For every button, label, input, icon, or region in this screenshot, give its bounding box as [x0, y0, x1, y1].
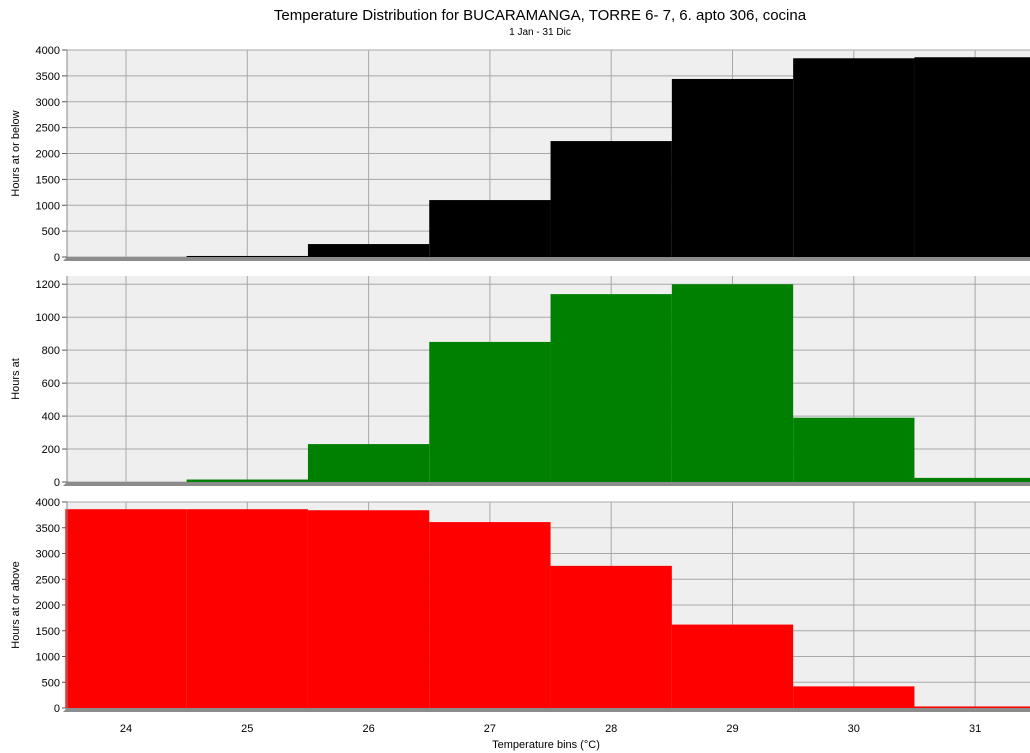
- bar-cumulative-below-27: [429, 200, 551, 257]
- y-tick-label: 2000: [36, 149, 60, 161]
- bar-cumulative-above-28: [550, 565, 672, 708]
- y-tick-label: 0: [54, 252, 60, 264]
- x-tick-label: 30: [848, 723, 860, 735]
- bar-hours-at-31: [914, 477, 1030, 482]
- panel-hours-at: 0 200 400 600 800 1000 1200 Hours at: [10, 276, 1030, 489]
- x-axis-floor: [63, 482, 1030, 486]
- y-tick-label: 600: [42, 378, 60, 390]
- y-tick-label: 1500: [36, 174, 60, 186]
- y-tick-label: 1000: [36, 652, 60, 664]
- x-tick-label: 31: [969, 723, 981, 735]
- x-tick-label: 29: [726, 723, 738, 735]
- bar-cumulative-below-26: [307, 244, 430, 257]
- y-tick-label: 1000: [36, 312, 60, 324]
- panel-cumulative-above: 0 500 1000 1500 2000 2500 3000 3500 4000 Hours at…: [10, 497, 1030, 715]
- x-axis-label: Temperature bins (°C): [492, 739, 600, 751]
- chart-subtitle: 1 Jan - 31 Dic: [509, 27, 571, 38]
- bar-cumulative-above-24: [65, 509, 187, 708]
- x-tick-label: 25: [241, 723, 253, 735]
- bar-cumulative-above-30: [793, 686, 915, 708]
- y-tick-label: 0: [54, 703, 60, 715]
- chart-title: Temperature Distribution for BUCARAMANGA…: [274, 7, 807, 24]
- y-tick-label: 3000: [36, 97, 60, 109]
- bar-cumulative-above-27: [429, 522, 551, 708]
- x-axis-floor: [63, 257, 1030, 261]
- bar-hours-at-26: [307, 444, 430, 482]
- x-axis-floor: [63, 708, 1030, 712]
- bar-hours-at-28: [550, 294, 672, 482]
- y-tick-label: 4000: [36, 45, 60, 57]
- bar-cumulative-below-30: [793, 58, 915, 257]
- x-tick-label: 26: [362, 723, 374, 735]
- y-tick-label: 200: [42, 444, 60, 456]
- bar-cumulative-above-31: [914, 706, 1030, 708]
- y-tick-label: 500: [42, 226, 60, 238]
- y-tick-label: 2500: [36, 574, 60, 586]
- bar-cumulative-below-28: [550, 141, 672, 257]
- y-tick-label: 4000: [36, 497, 60, 509]
- y-tick-label: 3500: [36, 71, 60, 83]
- bar-cumulative-below-25: [186, 255, 308, 257]
- y-axis-label: Hours at: [10, 358, 22, 400]
- x-tick-label: 28: [605, 723, 617, 735]
- y-tick-label: 1500: [36, 626, 60, 638]
- bar-cumulative-above-25: [186, 509, 308, 708]
- x-tick-label: 24: [120, 723, 132, 735]
- y-tick-label: 400: [42, 411, 60, 423]
- y-tick-label: 1200: [36, 279, 60, 291]
- y-axis-label: Hours at or below: [10, 110, 22, 196]
- panel-cumulative-below: 0 500 1000 1500 2000 2500 3000 3500 4000 Hours at…: [10, 45, 1030, 264]
- y-tick-label: 2500: [36, 123, 60, 135]
- bar-cumulative-below-29: [671, 78, 794, 257]
- y-tick-label: 0: [54, 477, 60, 489]
- bar-hours-at-29: [671, 284, 794, 482]
- bar-hours-at-30: [793, 417, 915, 482]
- bar-cumulative-above-26: [307, 510, 430, 708]
- x-tick-label: 27: [484, 723, 496, 735]
- y-tick-label: 2000: [36, 600, 60, 612]
- y-tick-label: 3500: [36, 523, 60, 535]
- y-tick-label: 500: [42, 677, 60, 689]
- y-tick-label: 3000: [36, 549, 60, 561]
- bar-cumulative-below-31: [914, 57, 1030, 258]
- bar-cumulative-above-29: [671, 624, 794, 708]
- bar-hours-at-27: [429, 341, 551, 482]
- y-tick-label: 1000: [36, 200, 60, 212]
- y-axis-label: Hours at or above: [10, 561, 22, 648]
- bar-hours-at-25: [186, 479, 308, 482]
- y-tick-label: 800: [42, 345, 60, 357]
